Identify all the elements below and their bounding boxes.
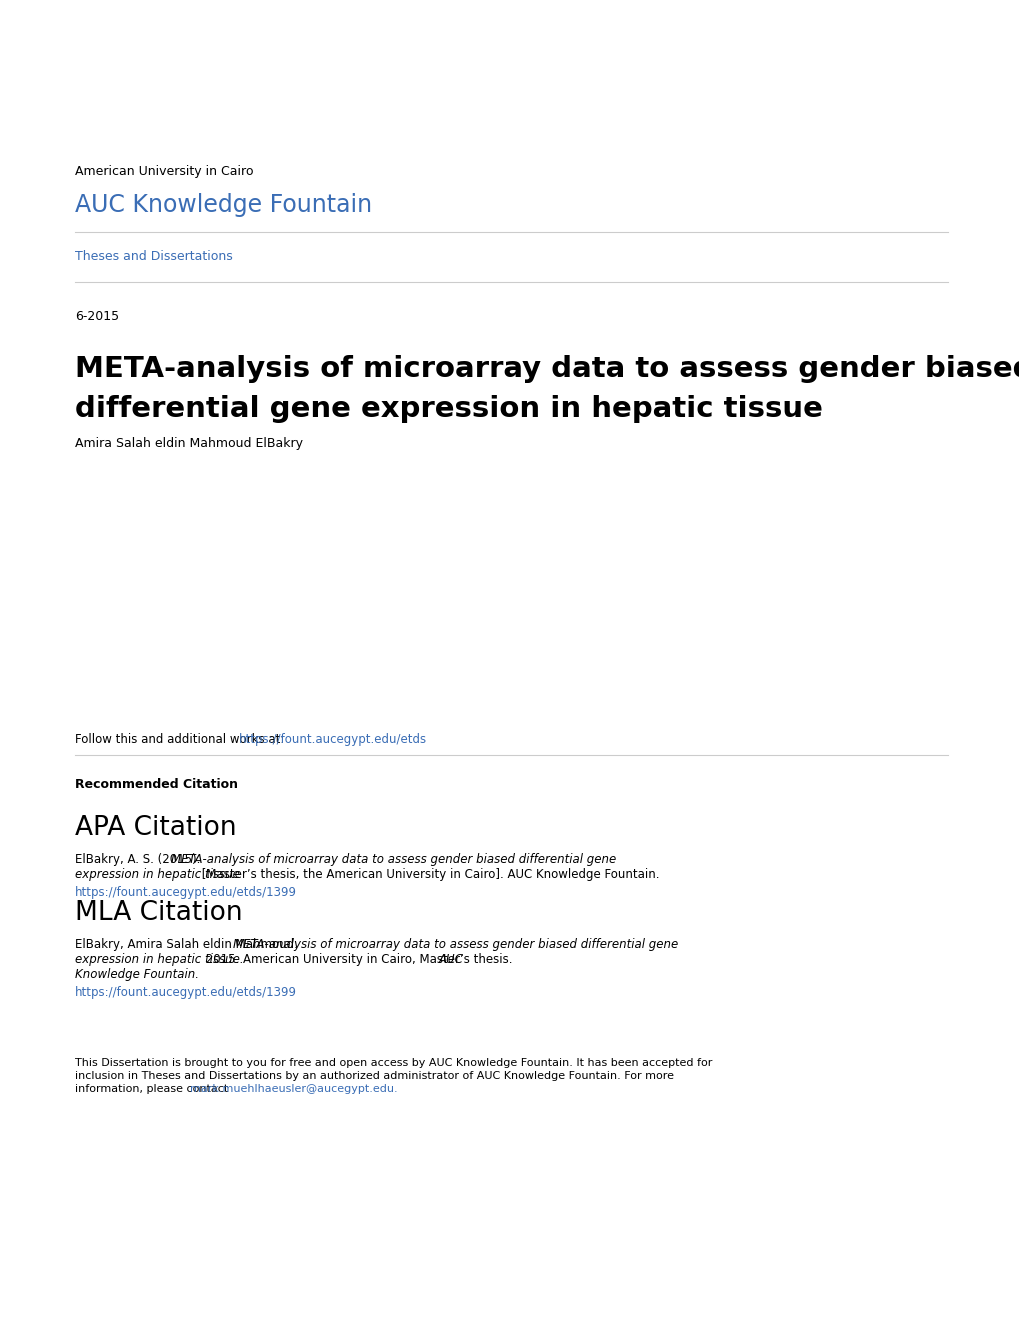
Text: inclusion in Theses and Dissertations by an authorized administrator of AUC Know: inclusion in Theses and Dissertations by… bbox=[75, 1071, 674, 1081]
Text: 2015. American University in Cairo, Master’s thesis.: 2015. American University in Cairo, Mast… bbox=[202, 953, 516, 966]
Text: information, please contact: information, please contact bbox=[75, 1084, 231, 1094]
Text: ElBakry, Amira Salah eldin Mahmoud.: ElBakry, Amira Salah eldin Mahmoud. bbox=[75, 939, 302, 950]
Text: Knowledge Fountain.: Knowledge Fountain. bbox=[75, 968, 199, 981]
Text: ElBakry, A. S. (2015).: ElBakry, A. S. (2015). bbox=[75, 853, 200, 866]
Text: https://fount.aucegypt.edu/etds/1399: https://fount.aucegypt.edu/etds/1399 bbox=[75, 986, 297, 999]
Text: American University in Cairo: American University in Cairo bbox=[75, 165, 254, 178]
Text: https://fount.aucegypt.edu/etds/1399: https://fount.aucegypt.edu/etds/1399 bbox=[75, 886, 297, 899]
Text: mark.muehlhaeusler@aucegypt.edu.: mark.muehlhaeusler@aucegypt.edu. bbox=[191, 1084, 397, 1094]
Text: APA Citation: APA Citation bbox=[75, 814, 236, 841]
Text: Theses and Dissertations: Theses and Dissertations bbox=[75, 249, 232, 263]
Text: Follow this and additional works at:: Follow this and additional works at: bbox=[75, 733, 287, 746]
Text: AUC: AUC bbox=[438, 953, 463, 966]
Text: META-analysis of microarray data to assess gender biased differential gene: META-analysis of microarray data to asse… bbox=[171, 853, 615, 866]
Text: AUC Knowledge Fountain: AUC Knowledge Fountain bbox=[75, 193, 372, 216]
Text: differential gene expression in hepatic tissue: differential gene expression in hepatic … bbox=[75, 395, 822, 422]
Text: 6-2015: 6-2015 bbox=[75, 310, 119, 323]
Text: META-analysis of microarray data to assess gender biased differential gene: META-analysis of microarray data to asse… bbox=[232, 939, 678, 950]
Text: This Dissertation is brought to you for free and open access by AUC Knowledge Fo: This Dissertation is brought to you for … bbox=[75, 1059, 711, 1068]
Text: [Master’s thesis, the American University in Cairo]. AUC Knowledge Fountain.: [Master’s thesis, the American Universit… bbox=[198, 869, 658, 880]
Text: META-analysis of microarray data to assess gender biased: META-analysis of microarray data to asse… bbox=[75, 355, 1019, 383]
Text: https://fount.aucegypt.edu/etds: https://fount.aucegypt.edu/etds bbox=[238, 733, 426, 746]
Text: expression in hepatic tissue: expression in hepatic tissue bbox=[75, 869, 239, 880]
Text: Amira Salah eldin Mahmoud ElBakry: Amira Salah eldin Mahmoud ElBakry bbox=[75, 437, 303, 450]
Text: Recommended Citation: Recommended Citation bbox=[75, 777, 237, 791]
Text: MLA Citation: MLA Citation bbox=[75, 900, 243, 927]
Text: expression in hepatic tissue.: expression in hepatic tissue. bbox=[75, 953, 244, 966]
